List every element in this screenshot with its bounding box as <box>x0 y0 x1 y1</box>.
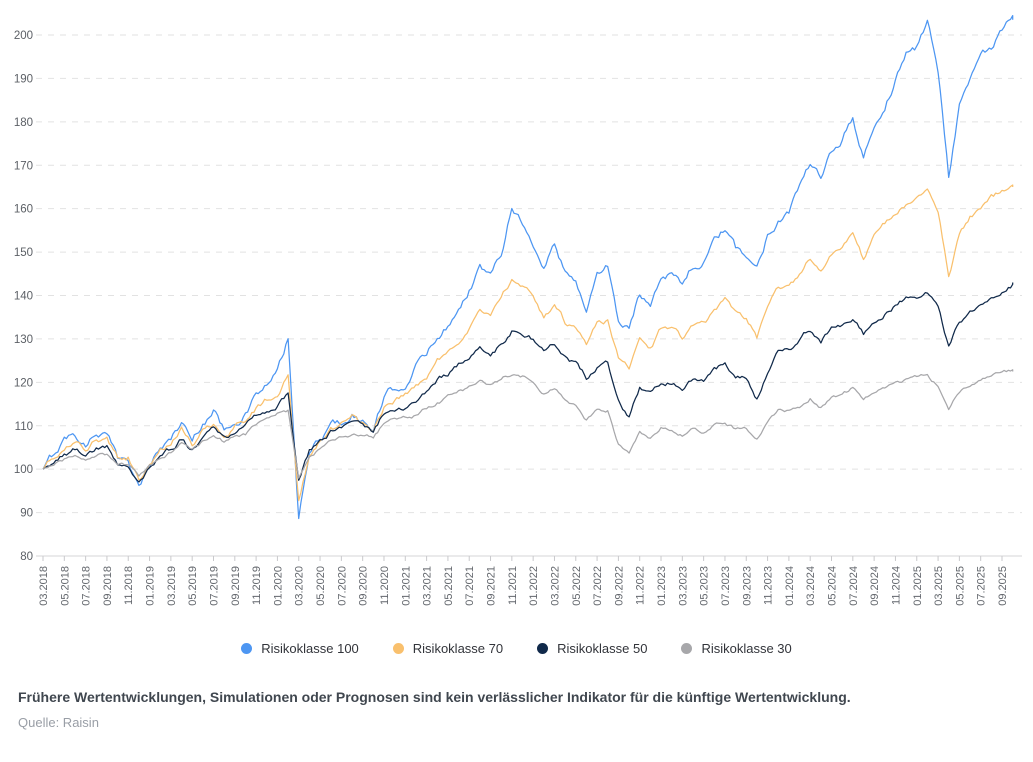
series-line-risikoklasse-30 <box>42 369 1014 479</box>
legend-label: Risikoklasse 70 <box>412 640 504 656</box>
x-axis-tick-label: 07.2020 <box>336 566 348 606</box>
x-axis-tick-label: 07.2021 <box>464 566 476 606</box>
x-axis-tick-label: 11.2020 <box>379 566 391 605</box>
y-axis-tick-label: 100 <box>14 464 33 476</box>
legend-label: Risikoklasse 30 <box>701 640 792 656</box>
line-chart-canvas: 80 90 100 110 120 130 140 150 160 170 180 190 200 03.… <box>14 14 1022 606</box>
x-axis-tick-label: 07.2024 <box>848 566 860 606</box>
x-axis-tick-label: 01.2025 <box>912 566 924 606</box>
x-axis-tick-label: 07.2023 <box>720 566 732 606</box>
legend-dot-icon <box>537 642 549 654</box>
x-axis-tick-label: 07.2019 <box>208 566 220 606</box>
x-axis-tick-label: 05.2021 <box>443 566 455 606</box>
x-axis-tick-label: 03.2019 <box>166 566 178 606</box>
x-axis-tick-label: 11.2018 <box>123 566 135 605</box>
series-line-risikoklasse-50 <box>42 282 1014 483</box>
legend-label: Risikoklasse 100 <box>261 640 359 656</box>
x-axis-tick-label: 03.2023 <box>677 566 689 606</box>
x-axis-tick-label: 01.2020 <box>272 566 284 606</box>
x-axis-tick-label: 05.2025 <box>954 566 966 606</box>
x-axis-tick-label: 01.2023 <box>656 566 668 606</box>
y-axis-tick-label: 160 <box>14 204 33 216</box>
legend-dot-icon <box>392 642 404 654</box>
legend-item-risikoklasse-50[interactable]: Risikoklasse 50 <box>537 641 647 656</box>
x-axis-tick-label: 05.2023 <box>699 566 711 606</box>
y-axis-tick-label: 200 <box>14 30 33 42</box>
x-axis-tick-label: 05.2019 <box>187 566 199 606</box>
x-axis-tick-label: 03.2021 <box>422 566 434 606</box>
x-axis-tick-label: 01.2019 <box>145 566 157 606</box>
legend-dot-icon <box>681 642 693 654</box>
x-axis-tick-label: 07.2025 <box>976 566 988 606</box>
y-axis-tick-label: 110 <box>15 421 33 433</box>
x-axis-tick-label: 09.2024 <box>869 566 881 606</box>
y-axis-tick-label: 170 <box>14 160 33 172</box>
x-axis-tick-label: 05.2018 <box>59 566 71 606</box>
legend-item-risikoklasse-70[interactable]: Risikoklasse 70 <box>392 640 504 656</box>
series-line-risikoklasse-100 <box>42 14 1014 520</box>
x-axis-tick-label: 07.2022 <box>592 566 604 606</box>
x-axis-tick-label: 05.2022 <box>571 566 583 606</box>
x-axis-tick-label: 09.2018 <box>102 566 114 606</box>
y-axis-tick-label: 120 <box>14 377 33 389</box>
series-line-risikoklasse-70 <box>42 184 1014 502</box>
legend-item-risikoklasse-30[interactable]: Risikoklasse 30 <box>681 640 792 656</box>
y-axis-tick-label: 80 <box>20 551 33 563</box>
x-axis-tick-label: 09.2021 <box>486 566 498 606</box>
x-axis-tick-label: 03.2025 <box>933 566 945 606</box>
y-axis-tick-label: 140 <box>14 291 33 303</box>
legend-item-risikoklasse-100[interactable]: Risikoklasse 100 <box>241 641 359 656</box>
x-axis-tick-label: 09.2023 <box>741 566 753 606</box>
x-axis-tick-label: 05.2020 <box>315 566 327 606</box>
x-axis-tick-label: 03.2024 <box>805 566 817 606</box>
x-axis-tick-label: 11.2023 <box>763 566 775 605</box>
x-axis-tick-label: 01.2021 <box>400 566 412 606</box>
legend-label: Risikoklasse 50 <box>557 640 648 656</box>
x-axis-tick-label: 09.2025 <box>997 566 1009 606</box>
x-axis-tick-label: 03.2022 <box>549 566 561 606</box>
x-axis-tick-label: 03.2020 <box>294 566 306 606</box>
chart-legend: Risikoklasse 100 Risikoklasse 70 Risikokla… <box>0 637 1033 659</box>
x-axis-tick-label: 11.2019 <box>251 566 263 605</box>
x-axis-tick-label: 07.2018 <box>81 566 93 606</box>
x-axis-tick-label: 09.2022 <box>613 566 625 606</box>
x-axis-tick-label: 11.2021 <box>507 566 519 605</box>
x-axis-tick-label: 03.2018 <box>38 566 50 606</box>
y-axis-tick-label: 130 <box>14 334 33 346</box>
x-axis-tick-label: 09.2019 <box>230 566 242 606</box>
x-axis-tick-label: 01.2022 <box>528 566 540 606</box>
y-axis-tick-label: 180 <box>14 117 33 129</box>
y-axis-tick-label: 150 <box>14 247 33 259</box>
y-axis-tick-label: 190 <box>14 73 33 85</box>
x-axis-tick-label: 11.2022 <box>635 566 647 605</box>
y-axis-tick-label: 90 <box>20 508 33 520</box>
x-axis-tick-label: 01.2024 <box>784 566 796 606</box>
disclaimer-text: Frühere Wertentwicklungen, Simulationen … <box>18 689 851 705</box>
x-axis-tick-label: 05.2024 <box>827 566 839 606</box>
source-text: Quelle: Raisin <box>18 715 99 730</box>
x-axis-tick-label: 11.2024 <box>890 566 902 605</box>
legend-dot-icon <box>241 642 253 654</box>
x-axis-tick-label: 09.2020 <box>358 566 370 606</box>
